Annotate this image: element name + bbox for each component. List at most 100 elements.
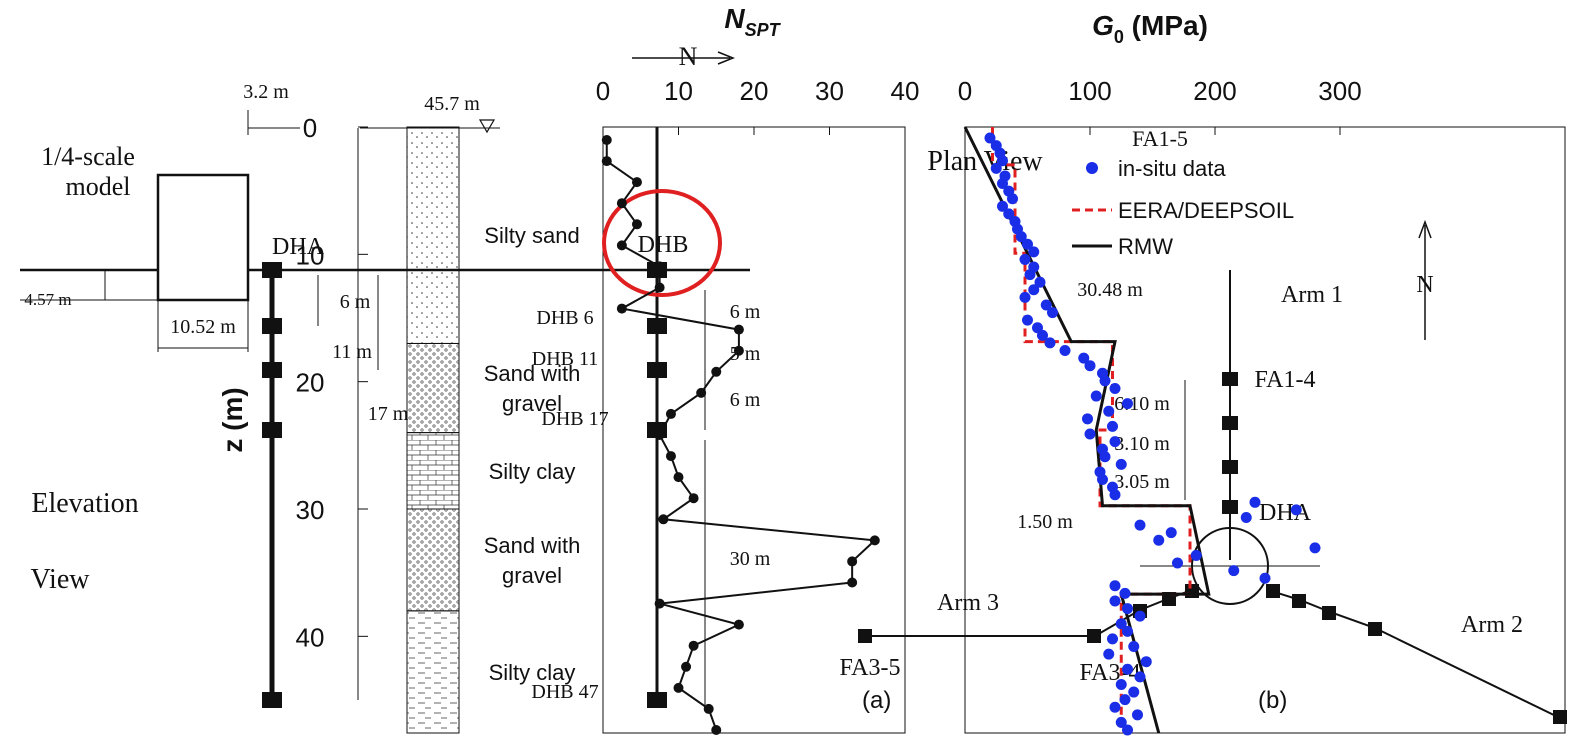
nspt-x-ticks: 0 10 20 30 40 [596, 76, 920, 135]
nspt-point [696, 387, 707, 398]
insitu-point [1119, 587, 1131, 599]
spacing-30-label: 30 m [730, 548, 771, 570]
insitu-point [1028, 284, 1040, 296]
soil-layer-label: Sand with [484, 361, 581, 386]
dhb6-label: DHB 6 [536, 307, 593, 329]
depth-6-label: 6 m [340, 291, 371, 313]
fa35-label: FA3-5 [840, 655, 901, 681]
insitu-point [1034, 276, 1046, 288]
depth-11-label: 11 m [332, 341, 372, 363]
nspt-panel: 0 10 20 30 40 NSPT N DHB DHB 6 DHB 11 DHB 17… [531, 3, 919, 735]
insitu-point [1022, 238, 1033, 250]
highlight-circle [602, 189, 722, 297]
insitu-point [1109, 489, 1121, 501]
dha-sensor-0 [262, 262, 282, 278]
insitu-point [1090, 390, 1102, 402]
g0-tick-label: 200 [1193, 76, 1236, 106]
nspt-point [601, 135, 612, 145]
dha-sensor-6 [262, 318, 282, 334]
dim-310-label: 3.10 m [1114, 433, 1170, 455]
insitu-point [1109, 436, 1121, 448]
g0-tick-label: 300 [1318, 76, 1361, 106]
nspt-tick-label: 10 [664, 76, 693, 106]
arm3-sensor-4 [1087, 629, 1101, 643]
arm2-sensor-1 [1266, 584, 1280, 598]
nspt-point [733, 345, 744, 356]
view-label-line1: Elevation [31, 488, 138, 519]
insitu-point [1228, 565, 1240, 577]
insitu-point [1132, 709, 1143, 721]
insitu-point [1309, 542, 1321, 554]
insitu-point [1109, 580, 1121, 592]
dhb-label: DHB [638, 232, 689, 258]
spacing-6b-label: 6 m [730, 389, 761, 411]
scale-model-box [156, 173, 250, 302]
model-width-label: 10.52 m [170, 316, 236, 338]
insitu-point [1099, 451, 1111, 463]
arm1-label: Arm 1 [1281, 282, 1343, 308]
insitu-point [1107, 633, 1118, 645]
insitu-point [1290, 504, 1302, 516]
arm2-sensor-2 [1292, 594, 1306, 608]
insitu-point [1128, 686, 1140, 698]
soil-layer-label: Sand with [484, 533, 581, 558]
nspt-point [631, 219, 642, 230]
insitu-point [1122, 663, 1133, 675]
insitu-point [1249, 496, 1261, 508]
insitu-point [1047, 307, 1058, 319]
nspt-point [681, 661, 692, 672]
dhb11-label: DHB 11 [532, 348, 598, 370]
arm2-sensor-5 [1553, 710, 1567, 724]
z-tick-label: 30 [296, 495, 325, 525]
nspt-series-points [601, 135, 880, 735]
nspt-point [711, 366, 722, 377]
arm1-sensor-3 [1222, 460, 1238, 474]
insitu-point [1028, 246, 1040, 258]
panel-b-label: (b) [1258, 687, 1287, 714]
insitu-point [1140, 656, 1152, 668]
insitu-point [1107, 420, 1118, 432]
g0-tick-label: 100 [1068, 76, 1111, 106]
legend-rmw-label: RMW [1118, 234, 1173, 259]
z-tick-label: 20 [296, 368, 325, 398]
insitu-point [1165, 527, 1177, 539]
dim-150-label: 1.50 m [1017, 511, 1073, 533]
soil-layer [406, 508, 460, 612]
dhb-sensor-47 [647, 692, 667, 708]
soil-layer-label: Silty clay [489, 660, 576, 685]
soil-layer-label: Silty sand [484, 223, 579, 248]
legend-insitu-marker [1086, 162, 1098, 174]
insitu-point [997, 155, 1008, 167]
nspt-tick-label: 0 [596, 76, 610, 106]
insitu-point [1115, 678, 1127, 690]
z-axis-label: z (m) [217, 387, 248, 452]
insitu-point [1103, 405, 1115, 417]
nspt-point [673, 682, 684, 693]
plan-view-label: Plan View [927, 146, 1043, 177]
fa14-label: FA1-4 [1255, 367, 1316, 393]
nspt-point [847, 577, 858, 588]
model-label-line2: model [66, 172, 131, 201]
arm2-label: Arm 2 [1461, 612, 1523, 638]
nspt-point [616, 303, 627, 314]
insitu-point [1134, 610, 1146, 622]
insitu-point [1082, 413, 1093, 425]
nspt-tick-label: 20 [740, 76, 769, 106]
insitu-point [1084, 360, 1096, 372]
nspt-series-line [605, 140, 878, 731]
nspt-point [688, 493, 699, 504]
nspt-tick-label: 40 [891, 76, 920, 106]
insitu-point [1040, 299, 1052, 311]
arm2-sensor-4 [1368, 622, 1382, 636]
insitu-point [1122, 398, 1133, 410]
insitu-point [1078, 352, 1090, 364]
length-label: 45.7 m [424, 93, 480, 115]
nspt-point [616, 198, 627, 209]
dha-sensor-17 [262, 422, 282, 438]
g0-panel: 0 100 200 300 G0 (MPa) Plan View FA1-5 FA1-… [840, 10, 1567, 736]
insitu-point [1115, 458, 1127, 470]
insitu-point [1119, 694, 1131, 706]
insitu-point [1099, 375, 1111, 387]
insitu-point [1044, 337, 1056, 349]
insitu-point [984, 132, 996, 144]
